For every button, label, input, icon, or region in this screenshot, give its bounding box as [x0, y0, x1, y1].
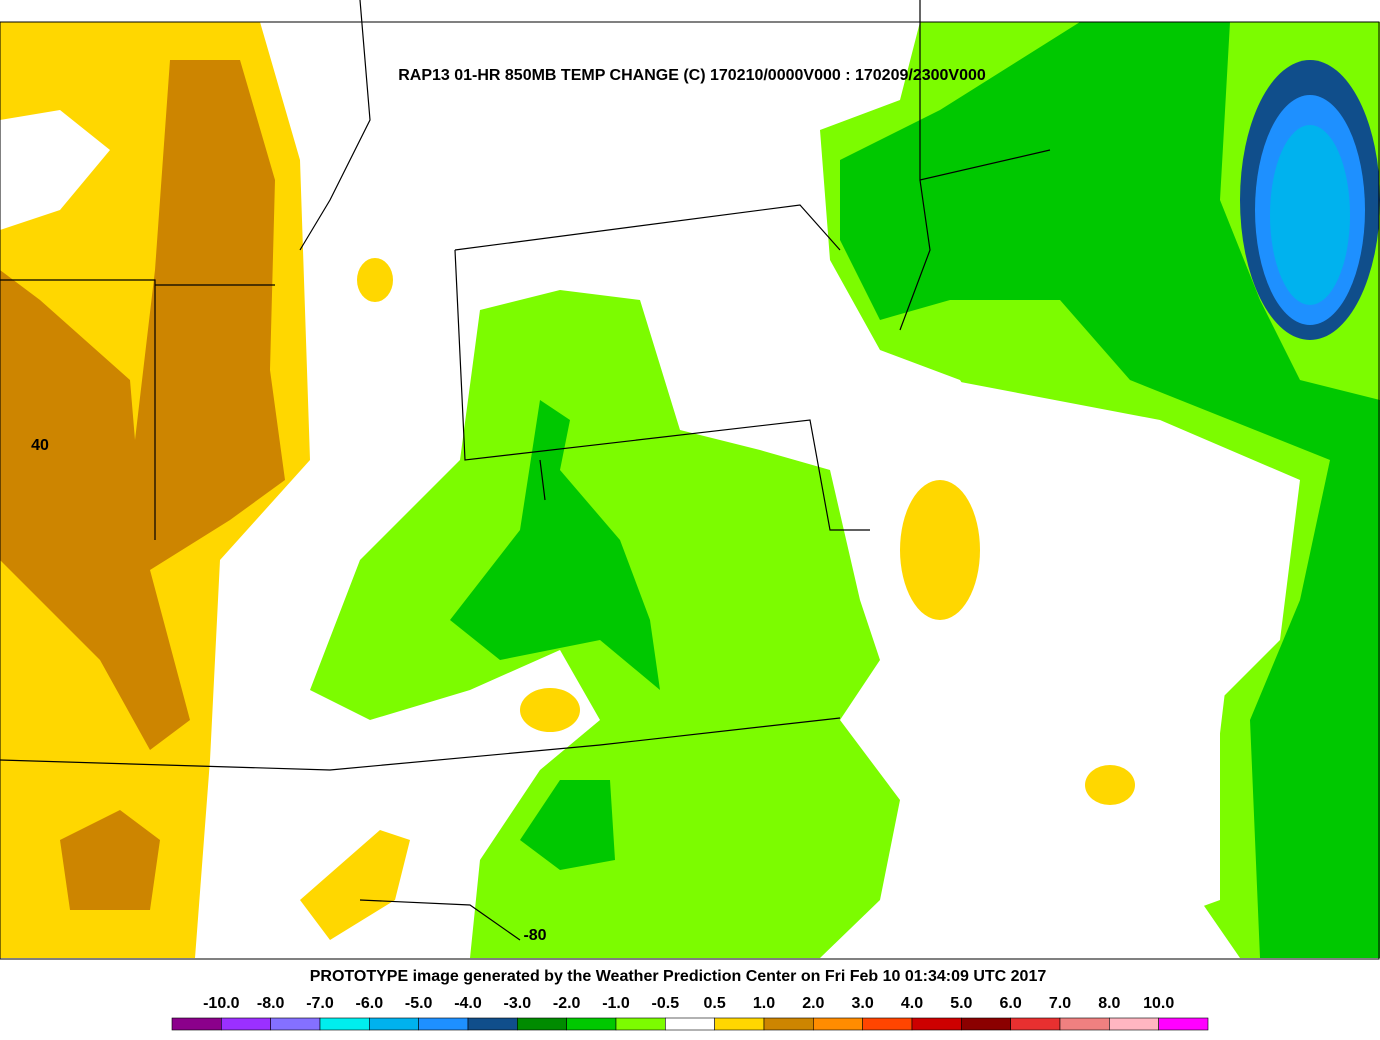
- map-fields: [0, 22, 1380, 958]
- legend-swatch: [911, 1017, 962, 1031]
- legend-swatch: [714, 1017, 765, 1031]
- legend-swatch: [467, 1017, 518, 1031]
- map-title: RAP13 01-HR 850MB TEMP CHANGE (C) 170210…: [398, 67, 986, 84]
- legend-swatch: [862, 1017, 913, 1031]
- legend-swatch: [171, 1017, 222, 1031]
- warm-region: [1085, 765, 1135, 805]
- legend-swatch: [1158, 1017, 1209, 1031]
- legend-swatch: [1109, 1017, 1159, 1031]
- latitude-label: 40: [31, 437, 49, 454]
- legend-label: 3.0: [852, 995, 874, 1012]
- legend-swatch: [615, 1017, 666, 1031]
- legend-label: 2.0: [802, 995, 824, 1012]
- warm-region: [300, 830, 410, 940]
- legend-swatch: [763, 1017, 814, 1031]
- cold-center: [1270, 125, 1350, 305]
- legend-label: -1.0: [602, 995, 630, 1012]
- legend-label: 1.0: [753, 995, 775, 1012]
- legend-label: -3.0: [504, 995, 532, 1012]
- legend-label: -7.0: [306, 995, 334, 1012]
- legend-label: -4.0: [454, 995, 482, 1012]
- legend-label: 0.5: [704, 995, 726, 1012]
- legend-label: 6.0: [1000, 995, 1022, 1012]
- cool-region: [450, 400, 660, 690]
- warm-region: [520, 688, 580, 732]
- warm-region: [0, 60, 285, 750]
- legend-label: 8.0: [1098, 995, 1120, 1012]
- longitude-label: -80: [523, 927, 546, 944]
- cool-region: [520, 780, 615, 870]
- legend-label: -2.0: [553, 995, 581, 1012]
- neutral-region: [880, 380, 1300, 958]
- legend-label: -0.5: [652, 995, 680, 1012]
- warm-region: [357, 258, 393, 302]
- legend-label: 7.0: [1049, 995, 1071, 1012]
- legend-swatch: [566, 1017, 617, 1031]
- warm-region: [900, 480, 980, 620]
- boundaries: [0, 0, 1051, 941]
- legend-label: -6.0: [356, 995, 384, 1012]
- legend-swatch: [1010, 1017, 1061, 1031]
- legend-swatch: [665, 1017, 715, 1031]
- legend-label: -10.0: [203, 995, 240, 1012]
- legend-swatch: [813, 1017, 863, 1031]
- legend-label: -5.0: [405, 995, 433, 1012]
- neutral-region: [0, 110, 110, 230]
- legend-label: 4.0: [901, 995, 923, 1012]
- legend-swatch: [319, 1017, 370, 1031]
- legend-swatch: [270, 1017, 321, 1031]
- legend: -10.0 -8.0 -7.0 -6.0 -5.0 -4.0 -3.0 -2.0 -1.0 -0.…: [171, 995, 1209, 1031]
- legend-swatch: [517, 1017, 567, 1031]
- legend-label: -8.0: [257, 995, 285, 1012]
- legend-swatch: [1059, 1017, 1110, 1031]
- map-frame: [0, 21, 1380, 960]
- warm-region: [60, 810, 160, 910]
- cool-region: [840, 22, 1380, 958]
- legend-swatch: [961, 1017, 1011, 1031]
- legend-label: 5.0: [950, 995, 972, 1012]
- footer-text: PROTOTYPE image generated by the Weather…: [310, 968, 1047, 985]
- legend-swatch: [369, 1017, 419, 1031]
- legend-label: 10.0: [1143, 995, 1174, 1012]
- legend-swatch: [221, 1017, 271, 1031]
- legend-swatch: [418, 1017, 469, 1031]
